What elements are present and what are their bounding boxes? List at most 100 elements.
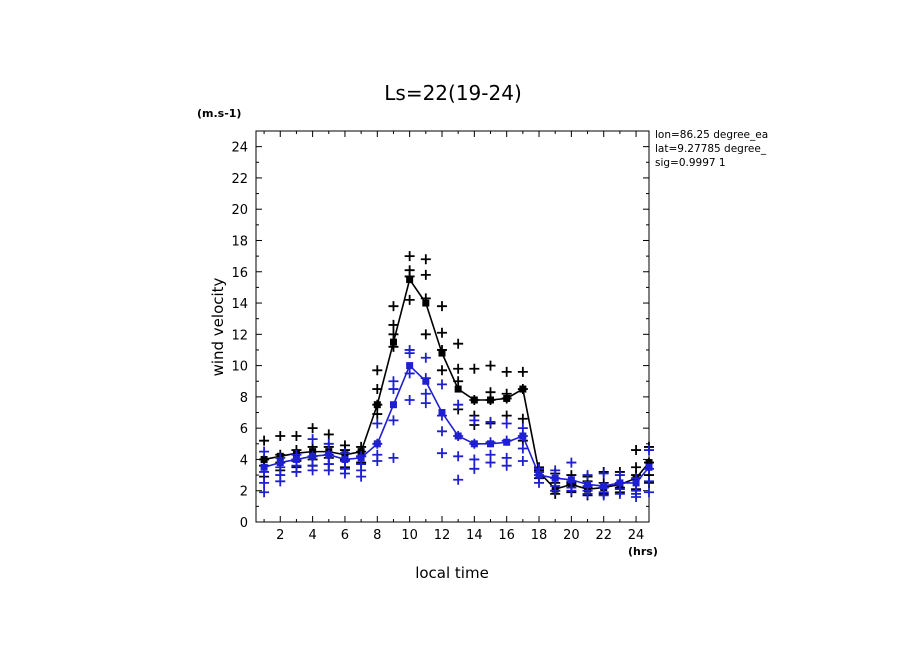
scatter-point <box>631 488 642 499</box>
scatter-point <box>485 457 496 468</box>
scatter-point <box>631 462 642 473</box>
y-tick-label: 2 <box>240 485 248 500</box>
scatter-point <box>307 423 318 434</box>
scatter-point <box>404 344 415 355</box>
x-tick-label: 6 <box>341 528 349 543</box>
scatter-point <box>307 465 318 476</box>
scatter-point <box>372 365 383 376</box>
scatter-point <box>534 477 545 488</box>
x-tick-label: 16 <box>498 528 515 543</box>
scatter-point <box>469 415 480 426</box>
scatter-point <box>388 301 399 312</box>
scatter-point <box>566 457 577 468</box>
scatter-point <box>259 477 270 488</box>
series-line <box>263 364 650 487</box>
scatter-point <box>469 363 480 374</box>
y-unit-label: (m.s-1) <box>197 107 241 120</box>
y-tick-label: 24 <box>231 141 248 156</box>
chart-title: Ls=22(19-24) <box>384 81 522 105</box>
plot-area-frame <box>255 130 650 523</box>
scatter-point <box>436 448 447 459</box>
scatter-point <box>420 388 431 399</box>
scatter-point <box>598 468 609 479</box>
scatter-point <box>275 476 286 487</box>
scatter-point <box>469 454 480 465</box>
lat-annotation: lat=9.27785 degree_ <box>655 143 767 155</box>
scatter-point <box>291 466 302 477</box>
scatter-point <box>631 445 642 456</box>
scatter-point <box>436 365 447 376</box>
scatter-point <box>291 430 302 441</box>
x-tick-label: 4 <box>308 528 316 543</box>
series-line <box>263 277 650 491</box>
scatter-point <box>550 485 561 496</box>
scatter-point <box>566 482 577 493</box>
scatter-point <box>517 413 528 424</box>
x-tick-label: 2 <box>276 528 284 543</box>
scatter-point <box>485 360 496 371</box>
scatter-point <box>372 456 383 467</box>
scatter-point <box>469 463 480 474</box>
scatter-point <box>453 338 464 349</box>
scatter-point <box>404 251 415 262</box>
scatter-point <box>453 451 464 462</box>
y-tick-label: 18 <box>231 234 248 249</box>
scatter-point <box>644 445 654 456</box>
scatter-point <box>436 426 447 437</box>
scatter-point <box>323 438 334 449</box>
scatter-point <box>420 398 431 409</box>
scatter-point <box>436 327 447 338</box>
scatter-point <box>614 470 625 481</box>
series-1 <box>259 344 654 502</box>
scatter-point <box>323 429 334 440</box>
scatter-point <box>259 487 270 498</box>
y-tick-label: 16 <box>231 266 248 281</box>
x-tick-label: 18 <box>531 528 548 543</box>
x-tick-label: 8 <box>373 528 381 543</box>
y-tick-label: 20 <box>231 203 248 218</box>
scatter-point <box>501 418 512 429</box>
scatter-point <box>259 446 270 457</box>
x-tick-label: 24 <box>628 528 645 543</box>
scatter-point <box>388 376 399 387</box>
scatter-point <box>453 474 464 485</box>
y-tick-label: 8 <box>240 391 248 406</box>
lon-annotation: lon=86.25 degree_ea <box>655 129 768 141</box>
x-unit-label: (hrs) <box>628 545 658 558</box>
scatter-point <box>436 379 447 390</box>
x-tick-label: 10 <box>401 528 418 543</box>
y-tick-label: 0 <box>240 516 248 531</box>
scatter-point <box>517 366 528 377</box>
x-tick-label: 12 <box>434 528 451 543</box>
y-tick-label: 4 <box>240 453 248 468</box>
series-0 <box>259 251 654 501</box>
x-tick-label: 22 <box>595 528 612 543</box>
scatter-point <box>453 399 464 410</box>
scatter-point <box>323 465 334 476</box>
scatter-point <box>501 460 512 471</box>
scatter-point <box>307 434 318 445</box>
scatter-point <box>453 363 464 374</box>
scatter-point <box>404 265 415 276</box>
scatter-point <box>404 294 415 305</box>
scatter-point <box>404 395 415 406</box>
scatter-point <box>436 301 447 312</box>
y-axis-label: wind velocity <box>209 277 227 376</box>
scatter-point <box>339 468 350 479</box>
scatter-point <box>275 430 286 441</box>
y-tick-label: 12 <box>231 328 248 343</box>
series-layer <box>259 251 654 502</box>
sig-annotation: sig=0.9997 1 <box>655 157 726 169</box>
scatter-point <box>420 254 431 265</box>
scatter-point <box>420 269 431 280</box>
y-tick-label: 10 <box>231 360 248 375</box>
scatter-point <box>356 471 367 482</box>
x-axis-label: local time <box>415 564 489 582</box>
scatter-point <box>388 415 399 426</box>
scatter-point <box>550 465 561 476</box>
x-tick-label: 14 <box>466 528 483 543</box>
scatter-point <box>644 487 654 498</box>
scatter-point <box>420 329 431 340</box>
